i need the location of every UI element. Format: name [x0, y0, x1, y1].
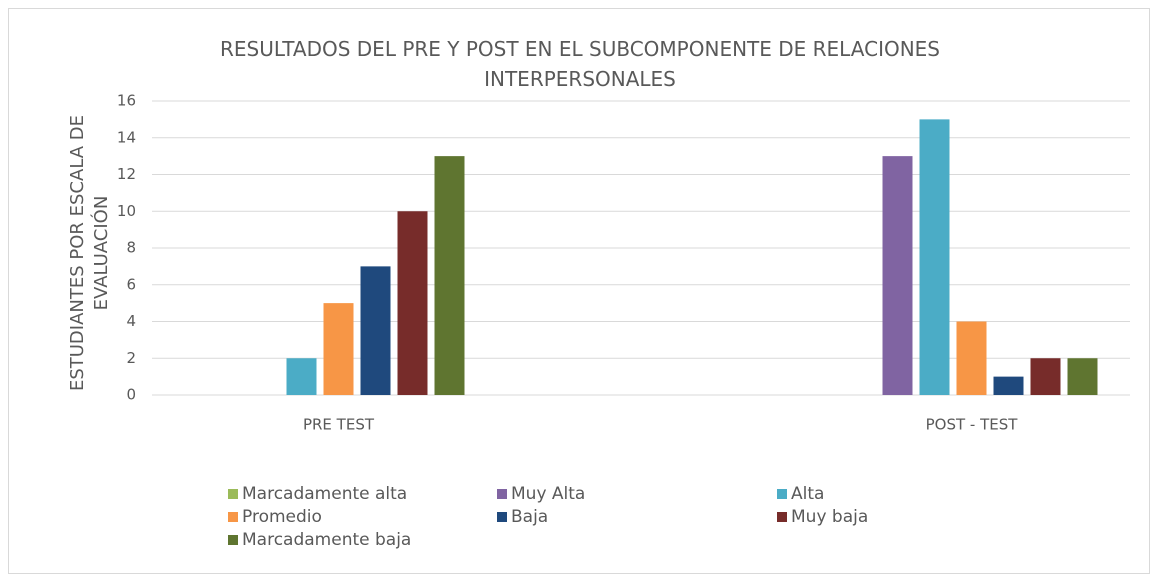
- bar: [882, 156, 913, 395]
- y-tick-label: 8: [126, 239, 136, 257]
- bar: [397, 211, 428, 395]
- legend-label: Marcadamente baja: [242, 530, 411, 550]
- legend-label: Muy baja: [791, 507, 868, 527]
- legend-swatch: [228, 512, 238, 522]
- legend-swatch: [777, 489, 787, 499]
- legend-swatch: [777, 512, 787, 522]
- y-tick-label: 4: [126, 312, 136, 330]
- x-tick-label: PRE TEST: [303, 416, 375, 434]
- y-tick-label: 16: [117, 92, 136, 110]
- legend-label: Muy Alta: [511, 484, 585, 504]
- y-tick-label: 12: [117, 165, 136, 183]
- bar: [919, 119, 950, 395]
- legend-swatch: [228, 535, 238, 545]
- y-tick-label: 10: [117, 202, 136, 220]
- bar: [1067, 358, 1098, 395]
- bar: [286, 358, 317, 395]
- y-tick-label: 2: [126, 349, 136, 367]
- bar: [1030, 358, 1061, 395]
- chart-title: RESULTADOS DEL PRE Y POST EN EL SUBCOMPO…: [219, 37, 941, 91]
- y-tick-label: 0: [126, 386, 136, 404]
- y-tick-label: 14: [117, 128, 136, 146]
- legend-label: Alta: [791, 484, 824, 504]
- chart-border: [8, 8, 1150, 574]
- x-tick-label: POST - TEST: [926, 416, 1019, 434]
- bar: [323, 303, 354, 395]
- bar: [360, 266, 391, 395]
- legend-swatch: [497, 489, 507, 499]
- legend-swatch: [497, 512, 507, 522]
- y-tick-label: 6: [126, 275, 136, 293]
- bar: [993, 376, 1024, 395]
- legend-label: Marcadamente alta: [242, 484, 407, 504]
- legend-swatch: [228, 489, 238, 499]
- legend-label: Promedio: [242, 507, 322, 527]
- bar: [434, 156, 465, 395]
- bar: [956, 321, 987, 395]
- legend-label: Baja: [511, 507, 548, 527]
